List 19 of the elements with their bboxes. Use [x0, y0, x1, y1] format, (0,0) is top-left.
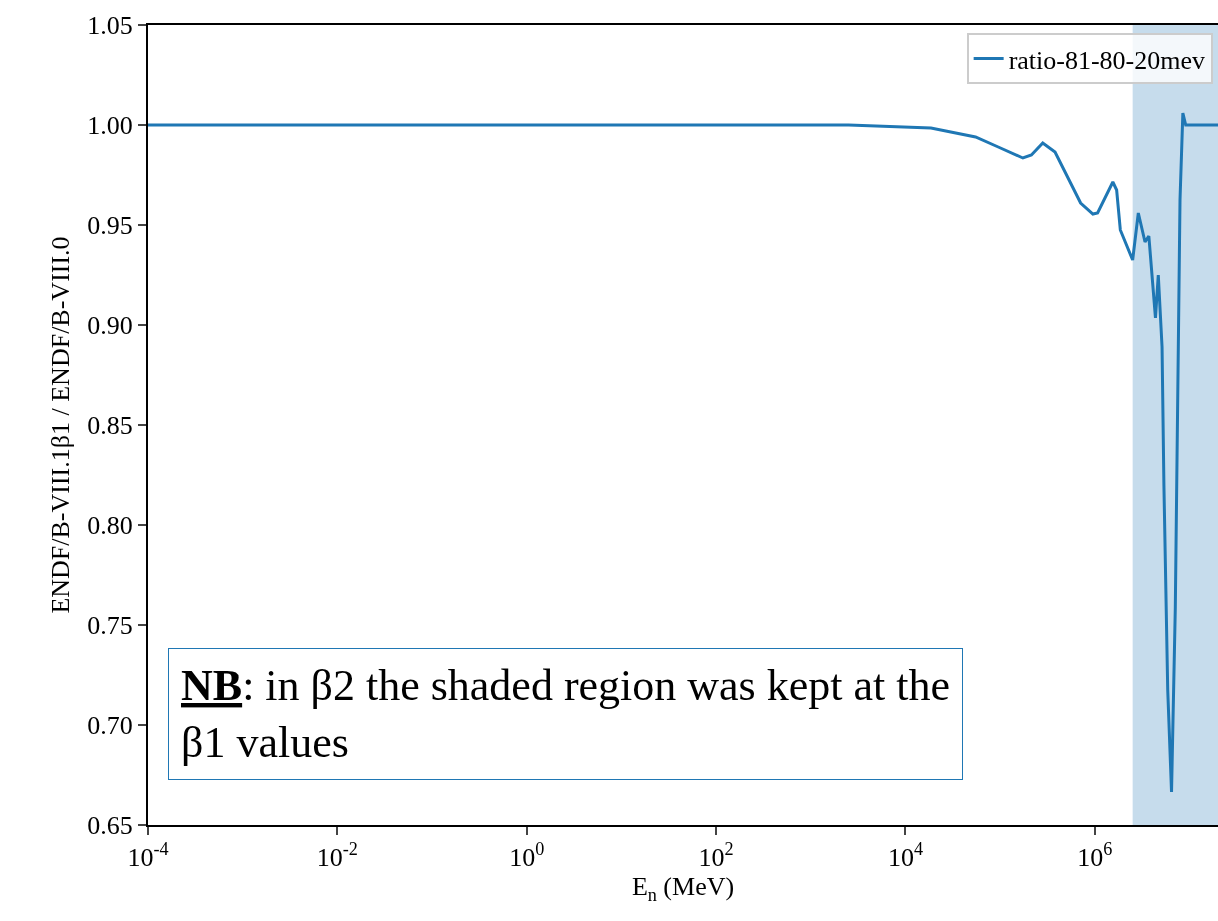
- x-tick-label: 10$^{-4}$: [127, 839, 169, 873]
- y-tick-label: 0.90: [87, 311, 133, 341]
- y-tick-label: 0.65: [87, 811, 133, 841]
- x-tick-label: 10$^{6}$: [1077, 839, 1113, 873]
- x-axis-title: E$_{n}$ (MeV): [631, 872, 735, 905]
- x-tick-label: 10$^{4}$: [887, 839, 923, 873]
- y-tick-label: 1.00: [87, 111, 133, 141]
- annotation: NB: in β2 the shaded region was kept at the β1 values: [181, 661, 950, 768]
- x-tick-label: 10$^{0}$: [509, 839, 545, 873]
- x-tick-label: 10$^{-2}$: [316, 839, 358, 873]
- y-tick-label: 1.05: [87, 11, 133, 41]
- x-tick-label: 10$^{2}$: [698, 839, 734, 873]
- y-axis-title: ENDF/B-VIII.1β1 / ENDF/B-VIII.0: [46, 236, 76, 614]
- y-tick-label: 0.95: [87, 211, 133, 241]
- y-tick-label: 0.70: [87, 711, 133, 741]
- y-tick-label: 0.80: [87, 511, 133, 541]
- y-tick-label: 0.75: [87, 611, 133, 641]
- legend-label: ratio-81-80-20mev: [1008, 45, 1206, 75]
- y-tick-label: 0.85: [87, 411, 133, 441]
